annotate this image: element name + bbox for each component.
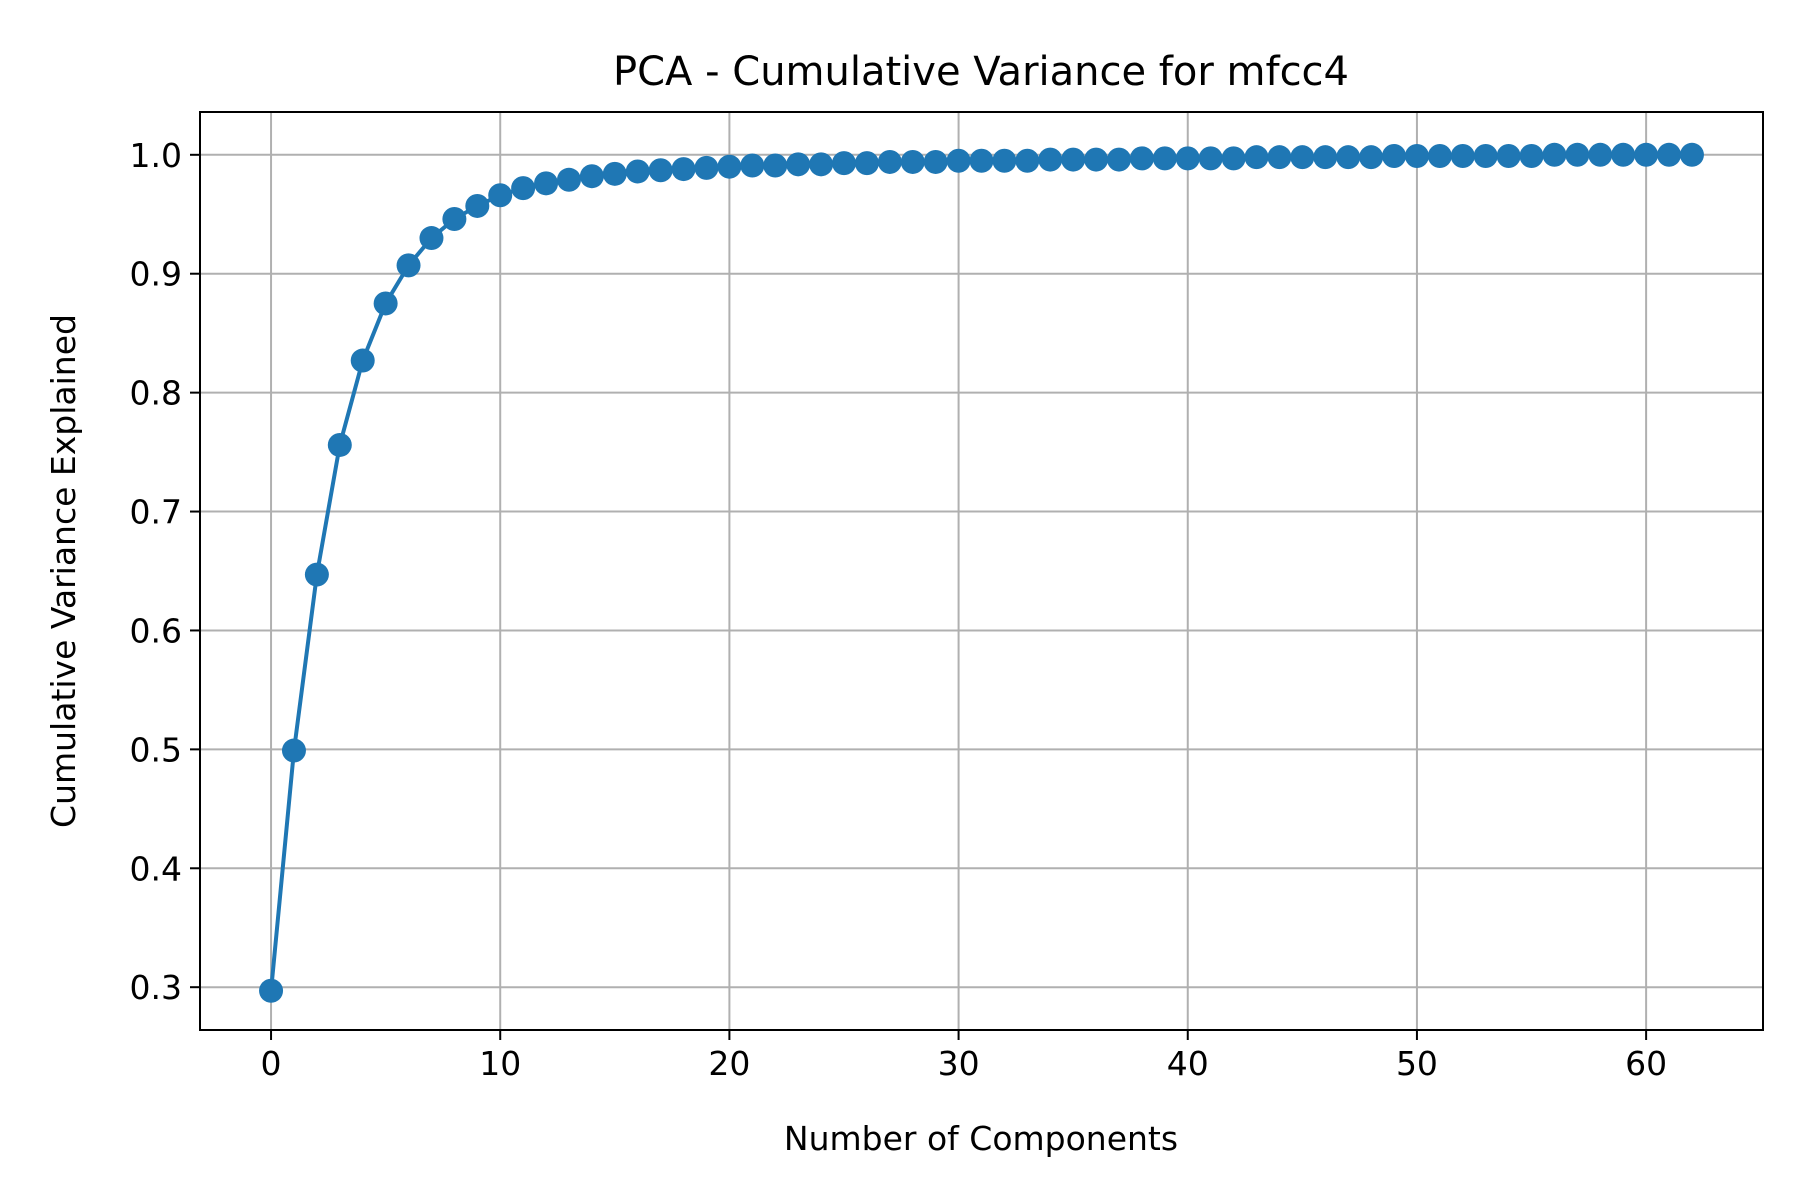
data-point (1198, 146, 1223, 171)
data-point (396, 253, 421, 278)
data-point (992, 148, 1017, 173)
data-point (877, 149, 902, 174)
data-point (831, 151, 856, 176)
y-tick-label: 0.4 (130, 849, 182, 888)
data-point (900, 149, 925, 174)
grid (200, 112, 1763, 1030)
data-point (350, 348, 375, 373)
data-point (1657, 142, 1682, 167)
x-tick-label: 50 (1396, 1044, 1438, 1083)
y-tick-label: 0.6 (130, 611, 182, 650)
data-point (1038, 147, 1063, 172)
data-point (648, 158, 673, 183)
data-point (373, 291, 398, 316)
data-point (809, 152, 834, 177)
data-point (1427, 143, 1452, 168)
data-point (488, 183, 513, 208)
data-point (717, 154, 742, 179)
data-point (579, 164, 604, 189)
data-point (327, 432, 352, 457)
data-point (1313, 145, 1338, 170)
data-point (786, 152, 811, 177)
y-tick-label: 0.5 (130, 730, 182, 769)
data-point (671, 157, 696, 182)
data-point (281, 738, 306, 763)
data-point (1221, 146, 1246, 171)
data-point (1634, 142, 1659, 167)
data-point (694, 155, 719, 180)
data-point (1611, 142, 1636, 167)
data-point (1084, 147, 1109, 172)
data-point (304, 562, 329, 587)
x-tick-label: 0 (261, 1044, 282, 1083)
x-axis-label: Number of Components (784, 1119, 1178, 1158)
data-point (1129, 146, 1154, 171)
data-point (1679, 142, 1704, 167)
data-point (854, 151, 879, 176)
data-point (1473, 143, 1498, 168)
data-point (1015, 148, 1040, 173)
data-point (1404, 143, 1429, 168)
data-point (763, 153, 788, 178)
y-axis-label: Cumulative Variance Explained (44, 314, 83, 828)
data-point (1290, 145, 1315, 170)
data-point (1519, 143, 1544, 168)
data-point (1336, 145, 1361, 170)
data-point (923, 149, 948, 174)
data-point (511, 176, 536, 201)
x-tick-label: 10 (479, 1044, 521, 1083)
x-tick-label: 60 (1625, 1044, 1667, 1083)
y-tick-label: 0.9 (130, 255, 182, 294)
plot-frame (199, 111, 1764, 1031)
y-tick-label: 0.3 (130, 968, 182, 1007)
data-point (1267, 145, 1292, 170)
data-point (1565, 142, 1590, 167)
data-point (419, 226, 444, 251)
data-point (1359, 145, 1384, 170)
data-point (1382, 143, 1407, 168)
data-point (1450, 143, 1475, 168)
data-point (556, 167, 581, 192)
y-tick-label: 0.7 (130, 493, 182, 532)
chart-title: PCA - Cumulative Variance for mfcc4 (613, 49, 1349, 95)
ticks: 0 10 20 30 40 50 60 0.3 0.4 0.5 0.6 0.7 0.8 0.9 1.0 (130, 136, 1668, 1083)
data-point (946, 148, 971, 173)
data-series (259, 142, 1704, 1003)
data-point (740, 153, 765, 178)
data-point (1107, 147, 1132, 172)
data-point (259, 978, 284, 1003)
data-point (1152, 146, 1177, 171)
data-point (602, 161, 627, 186)
data-point (1244, 145, 1269, 170)
x-tick-label: 20 (708, 1044, 750, 1083)
y-tick-label: 1.0 (130, 136, 182, 175)
data-point (442, 207, 467, 232)
data-point (1175, 146, 1200, 171)
x-tick-label: 40 (1167, 1044, 1209, 1083)
data-point (969, 148, 994, 173)
data-point (534, 171, 559, 196)
data-point (1061, 147, 1086, 172)
data-point (465, 193, 490, 218)
data-point (1588, 142, 1613, 167)
x-tick-label: 30 (938, 1044, 980, 1083)
y-tick-label: 0.8 (130, 374, 182, 413)
data-point (1542, 142, 1567, 167)
data-point (1496, 143, 1521, 168)
data-point (625, 159, 650, 184)
